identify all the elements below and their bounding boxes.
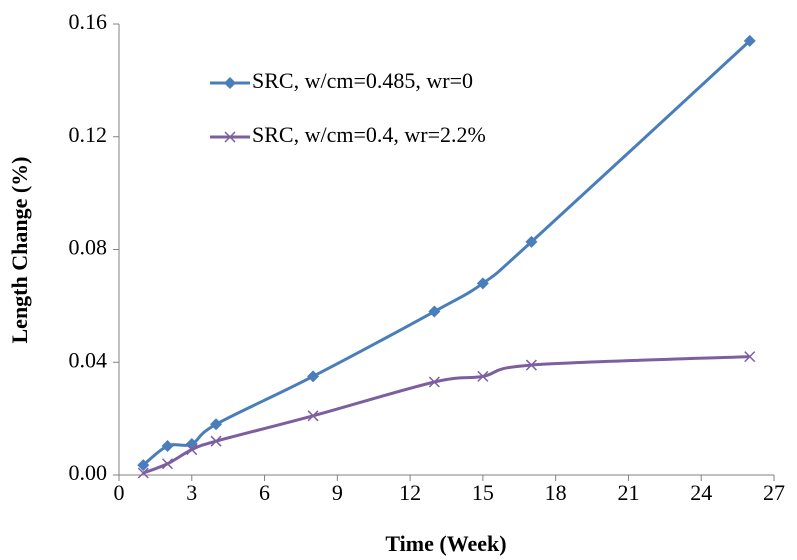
marker bbox=[525, 359, 537, 371]
y-tick-label: 0.00 bbox=[69, 460, 108, 485]
x-tick-label: 0 bbox=[114, 480, 125, 505]
marker bbox=[477, 370, 489, 382]
marker bbox=[428, 305, 441, 318]
x-tick-label: 18 bbox=[545, 480, 567, 505]
legend-marker bbox=[224, 77, 236, 89]
legend-label: SRC, w/cm=0.4, wr=2.2% bbox=[252, 122, 486, 147]
series-line bbox=[142, 355, 750, 475]
x-tick-label: 15 bbox=[472, 480, 494, 505]
x-tick-label: 9 bbox=[332, 480, 343, 505]
marker bbox=[161, 439, 174, 452]
x-tick-label: 3 bbox=[186, 480, 197, 505]
x-tick-label: 21 bbox=[617, 480, 639, 505]
legend-label: SRC, w/cm=0.485, wr=0 bbox=[252, 68, 473, 93]
marker bbox=[525, 235, 538, 248]
x-axis-title: Time (Week) bbox=[385, 531, 506, 556]
x-tick-label: 6 bbox=[259, 480, 270, 505]
marker bbox=[186, 444, 198, 456]
y-tick-label: 0.12 bbox=[69, 122, 108, 147]
series-line bbox=[142, 39, 751, 467]
marker bbox=[743, 34, 756, 47]
y-tick-label: 0.04 bbox=[69, 347, 108, 372]
marker bbox=[137, 467, 149, 479]
x-tick-label: 24 bbox=[690, 480, 712, 505]
marker bbox=[210, 418, 223, 431]
legend-marker bbox=[224, 131, 236, 143]
x-tick-label: 12 bbox=[399, 480, 421, 505]
marker bbox=[307, 410, 319, 422]
marker bbox=[428, 376, 440, 388]
marker bbox=[210, 435, 222, 447]
marker bbox=[161, 458, 174, 470]
marker bbox=[476, 277, 489, 290]
y-axis-title: Length Change (%) bbox=[7, 156, 32, 343]
marker bbox=[137, 459, 150, 472]
y-tick-label: 0.08 bbox=[69, 235, 108, 260]
y-tick-label: 0.16 bbox=[69, 9, 108, 34]
marker bbox=[307, 370, 320, 383]
x-tick-label: 27 bbox=[763, 480, 785, 505]
marker bbox=[744, 351, 756, 363]
